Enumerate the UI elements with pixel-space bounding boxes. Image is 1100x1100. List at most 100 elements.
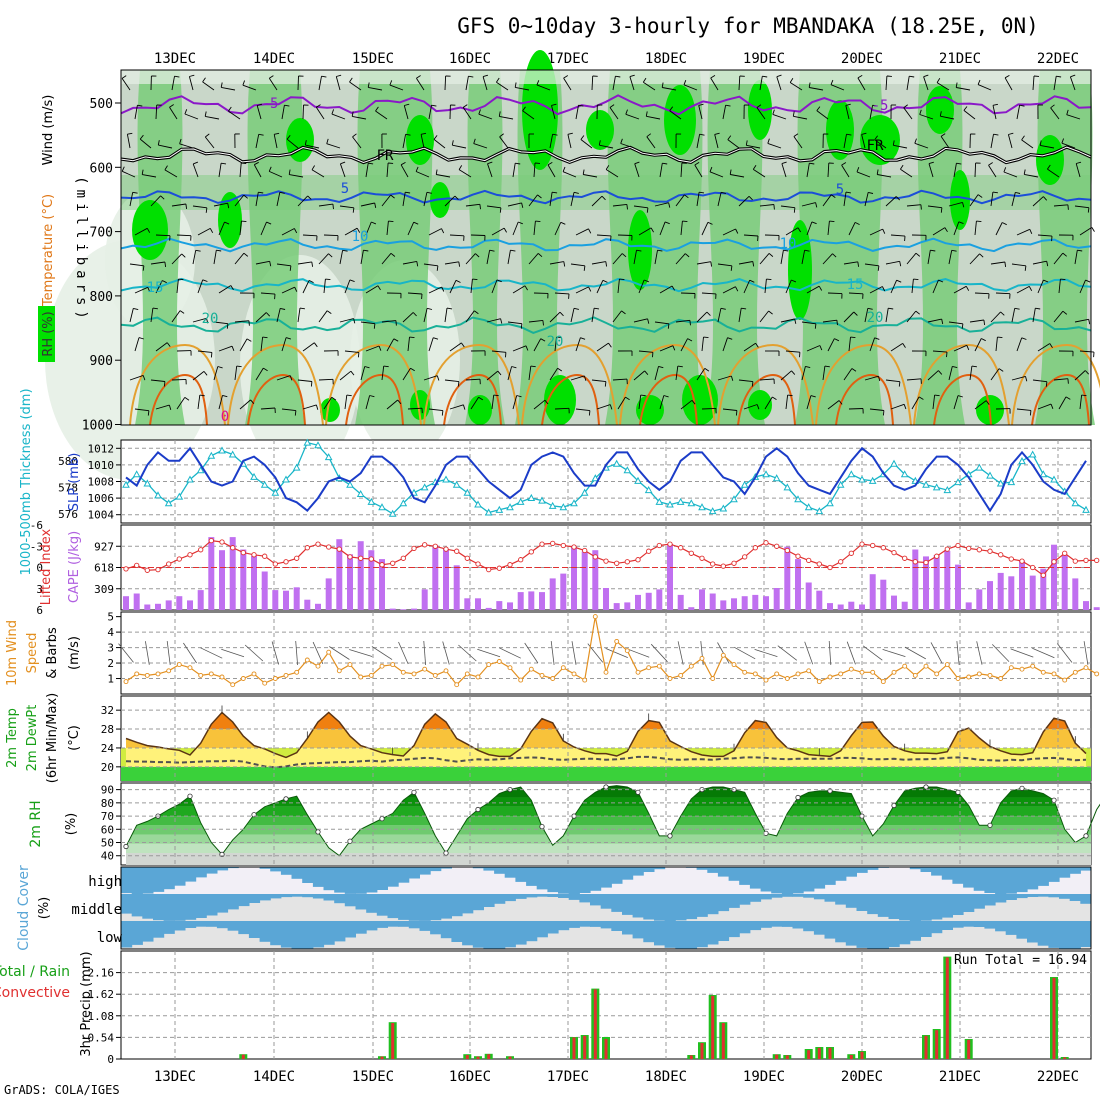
wind10-speed-point — [742, 669, 748, 675]
wind-barb — [869, 105, 874, 120]
wind-barb-flag — [352, 133, 357, 138]
wind-barb-flag — [311, 165, 315, 171]
wind-barb-flag — [181, 253, 186, 258]
cloud-cell — [1059, 894, 1071, 899]
wind10-speed-point — [592, 614, 598, 620]
cloud-cell — [142, 894, 154, 919]
cloud-cell — [813, 921, 826, 935]
thickness-point — [228, 450, 237, 458]
wind10-speed-point — [1094, 671, 1100, 677]
lifted-index-point — [368, 556, 374, 562]
wind-barb-flag — [1021, 337, 1027, 340]
wind10-speed-point — [827, 674, 833, 680]
wind-barb-flag — [378, 345, 382, 351]
wind-barb-flag — [563, 75, 569, 79]
wind-barb-flag — [608, 342, 612, 348]
rh2m-series — [123, 784, 1100, 865]
cloud-cell — [590, 921, 602, 927]
cloud-cell — [504, 867, 516, 878]
wind-barb-flag — [1015, 191, 1021, 194]
cloud-cell — [643, 921, 655, 943]
cape-bar — [859, 604, 865, 610]
wind-barb — [352, 115, 367, 120]
wind-barb — [738, 379, 753, 383]
cloud-cell — [472, 894, 484, 911]
lifted-index-point — [752, 545, 758, 551]
wind-barb — [126, 134, 131, 149]
cloud-cell — [376, 867, 388, 890]
wind-barb — [139, 138, 152, 149]
wind-barb — [260, 221, 267, 236]
wind-barb — [449, 342, 462, 352]
wind-barb — [470, 396, 479, 410]
wind-barb — [1053, 252, 1064, 265]
thickness-point — [196, 466, 205, 474]
wind-barb — [885, 379, 900, 383]
wind-barb — [669, 110, 682, 120]
wind-barb — [612, 310, 622, 323]
wind-barb-flag — [461, 342, 465, 348]
cape-bar — [379, 559, 385, 610]
wind-barb-flag — [404, 103, 410, 106]
wind-barb-flag — [609, 104, 615, 108]
cloud-cell — [398, 867, 410, 883]
wind-barb-flag — [992, 103, 998, 106]
lifted-index-point — [1051, 559, 1057, 565]
wind-barb-flag — [768, 310, 773, 315]
cloud-cell — [238, 894, 250, 907]
lifted-index-point — [976, 547, 982, 553]
cloud-cell — [632, 921, 644, 939]
wind-barb — [596, 404, 611, 410]
wind-barb — [1061, 142, 1076, 149]
wind10-speed-point — [464, 671, 470, 677]
wind-barb-flag — [619, 278, 625, 281]
wind10-barb — [442, 641, 450, 665]
cloud-cell — [824, 894, 836, 902]
cape-bar — [720, 600, 727, 610]
wind-barb — [344, 227, 358, 236]
wind-barb — [273, 134, 278, 149]
wind-barb — [874, 139, 887, 149]
wind-barb — [927, 318, 942, 323]
thickness-point — [559, 503, 568, 511]
cape-bar — [347, 554, 353, 610]
thickness-point — [303, 438, 312, 446]
wind-barb — [134, 286, 148, 294]
wind-barb — [974, 292, 990, 295]
cloud-cell — [163, 894, 175, 921]
wind-barb-flag — [562, 166, 566, 172]
cape-bar — [635, 594, 641, 610]
wind-barb — [806, 285, 820, 294]
wind-barb-flag — [818, 285, 823, 291]
lifted-index-point — [550, 540, 556, 547]
wind-barb-flag — [462, 404, 466, 410]
wind-barb — [596, 280, 604, 294]
wind-barb — [318, 203, 333, 207]
wind-barb-flag — [735, 286, 739, 292]
cape-bars — [123, 537, 1100, 610]
wind-barb-flag — [940, 133, 946, 137]
wind-barb — [864, 263, 879, 267]
wind-barb — [701, 292, 717, 295]
lifted-index-point — [283, 559, 289, 565]
wind-barb — [323, 397, 333, 410]
wind-barb — [562, 171, 577, 178]
wind-barb — [256, 105, 262, 120]
rh-moist-layer — [121, 175, 1091, 210]
wind-barb-flag — [206, 318, 209, 324]
cloud-cell — [558, 894, 570, 898]
wind-barb — [730, 174, 745, 178]
wind-barb-flag — [1062, 252, 1067, 257]
wind-barb-flag — [808, 82, 811, 88]
wind-barb — [171, 310, 181, 323]
wind-barb — [856, 171, 871, 178]
thickness-point — [943, 486, 952, 494]
wind-barb-flag — [405, 133, 411, 136]
contour-label: 5 — [836, 182, 844, 198]
lifted-index-point — [198, 547, 204, 553]
wind-barb-flag — [684, 194, 689, 199]
cloud-cell — [1037, 894, 1049, 897]
rh2m-point — [539, 823, 545, 830]
